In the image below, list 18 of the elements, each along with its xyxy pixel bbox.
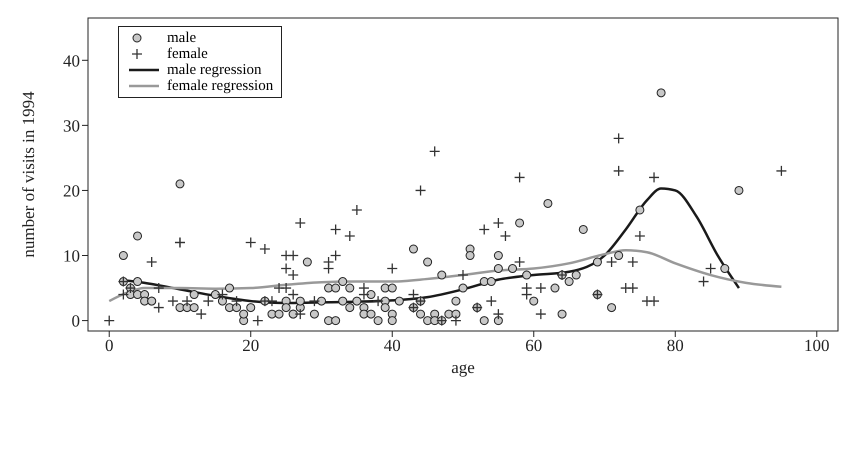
x-tick-label: 80 (666, 336, 684, 356)
legend-label: male (167, 30, 196, 46)
y-tick-label: 10 (63, 246, 80, 266)
legend-label: male regression (167, 62, 262, 78)
x-tick-label: 60 (525, 336, 542, 356)
legend-label: female regression (167, 78, 274, 94)
x-tick-label: 20 (242, 336, 260, 356)
y-axis-title: number of visits in 1994 (19, 90, 38, 258)
line-series (108, 249, 783, 302)
y-tick-label: 20 (63, 181, 80, 200)
y-tick-label: 0 (72, 312, 80, 331)
x-tick-label: 40 (384, 336, 401, 356)
y-tick-label: 30 (63, 116, 80, 136)
legend-label: female (167, 46, 208, 62)
x-tick-label: 0 (104, 336, 114, 356)
x-tick-label: 100 (804, 336, 830, 356)
y-tick-label: 40 (63, 51, 80, 70)
x-axis-title: age (451, 358, 475, 377)
